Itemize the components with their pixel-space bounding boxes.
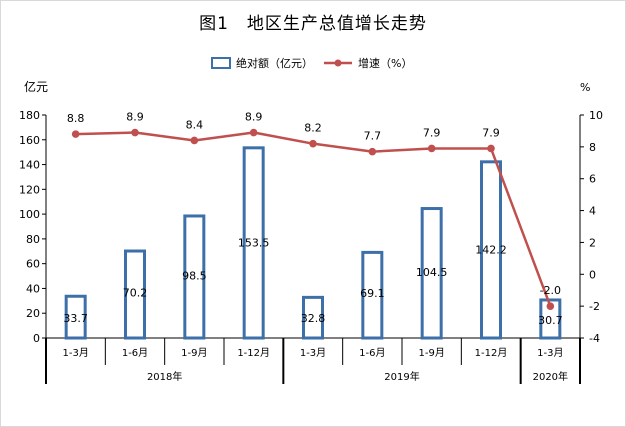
bar-value-label-5: 69.1 — [360, 287, 385, 300]
bar-value-label-7: 142.2 — [475, 243, 507, 256]
legend-bar-label: 绝对额（亿元） — [236, 56, 313, 70]
y-tick-label-7: 140 — [19, 159, 40, 172]
growth-value-label-4: 8.2 — [304, 122, 322, 135]
growth-value-label-3: 8.9 — [245, 111, 263, 124]
legend-bar-swatch — [211, 57, 231, 69]
bar-value-label-2: 98.5 — [182, 269, 207, 282]
growth-value-label-1: 8.9 — [126, 111, 144, 124]
x-tick-label-7: 1-12月 — [475, 347, 508, 359]
y2-tick-label-7: 10 — [589, 109, 603, 122]
x-tick-label-6: 1-9月 — [418, 347, 444, 359]
bar-1 — [124, 249, 146, 340]
growth-point-5 — [368, 147, 377, 156]
bar-5 — [361, 250, 384, 340]
y-tick-label-1: 20 — [26, 307, 40, 320]
y-axis-unit-label: 亿元 — [24, 79, 48, 94]
bar-0 — [64, 294, 87, 340]
y-tick-label-6: 120 — [19, 183, 40, 196]
y-tick-label-5: 100 — [19, 208, 40, 221]
growth-point-0 — [71, 130, 80, 138]
bar-value-label-1: 70.2 — [123, 286, 148, 299]
x-tick-label-3: 1-12月 — [237, 347, 270, 359]
bar-value-label-6: 104.5 — [416, 266, 448, 279]
y2-tick-label-2: 0 — [589, 268, 596, 281]
growth-point-4 — [309, 139, 317, 148]
growth-point-3 — [249, 128, 258, 137]
bar-7 — [480, 160, 502, 340]
y-tick-label-0: 0 — [33, 332, 40, 345]
year-group-label-1: 2019年 — [384, 370, 419, 383]
growth-point-2 — [190, 136, 199, 145]
y2-tick-label-5: 6 — [589, 173, 596, 186]
bar-8 — [539, 298, 562, 340]
x-tick-label-8: 1-3月 — [537, 347, 563, 359]
bar-value-label-3: 153.5 — [238, 237, 270, 250]
growth-line — [75, 131, 552, 307]
bar-value-label-4: 32.8 — [301, 312, 326, 325]
legend-line-marker — [334, 59, 342, 67]
growth-point-1 — [131, 128, 139, 137]
chart-title: 图1 地区生产总值增长走势 — [199, 14, 427, 34]
growth-value-label-6: 7.9 — [423, 126, 441, 139]
y2-tick-label-6: 8 — [589, 141, 596, 154]
growth-value-label-2: 8.4 — [186, 118, 204, 131]
x-tick-label-4: 1-3月 — [300, 347, 326, 359]
growth-value-label-5: 7.7 — [364, 130, 382, 143]
x-tick-label-1: 1-6月 — [122, 347, 148, 359]
growth-value-label-8: -2.0 — [540, 284, 561, 297]
y2-tick-label-0: -4 — [589, 332, 600, 345]
year-group-label-0: 2018年 — [147, 370, 182, 383]
year-group-label-2: 2020年 — [533, 370, 568, 383]
y2-tick-label-1: -2 — [589, 300, 600, 313]
x-tick-label-2: 1-9月 — [181, 347, 207, 359]
growth-point-8 — [546, 302, 555, 310]
y-tick-label-4: 80 — [26, 233, 40, 246]
y-tick-label-8: 160 — [19, 134, 40, 147]
growth-value-label-0: 8.8 — [67, 112, 85, 125]
growth-point-7 — [487, 144, 495, 153]
bar-3 — [242, 146, 265, 340]
y-tick-label-9: 180 — [19, 109, 40, 122]
x-tick-label-0: 1-3月 — [62, 347, 88, 359]
growth-point-6 — [427, 144, 436, 153]
y2-tick-label-4: 4 — [589, 205, 596, 218]
bar-4 — [302, 295, 324, 340]
y2-axis-unit-label: % — [580, 81, 590, 94]
y-tick-label-2: 40 — [26, 282, 40, 295]
legend-line-label: 增速（%） — [358, 56, 412, 70]
bar-2 — [183, 214, 206, 340]
y2-tick-label-3: 2 — [589, 236, 596, 249]
bar-value-label-0: 33.7 — [63, 312, 88, 325]
bar-6 — [420, 207, 443, 340]
y-tick-label-3: 60 — [26, 258, 40, 271]
bar-value-label-8: 30.7 — [538, 314, 563, 327]
x-tick-label-5: 1-6月 — [359, 347, 385, 359]
growth-value-label-7: 7.9 — [482, 126, 500, 139]
